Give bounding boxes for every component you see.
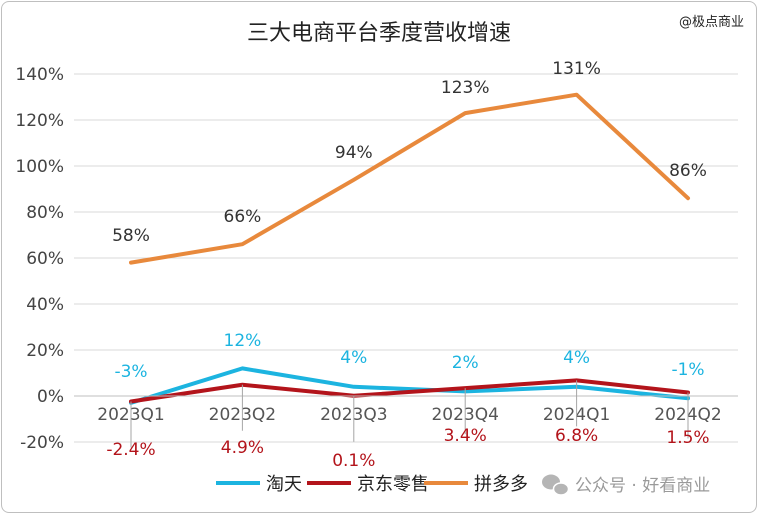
data-label: 86% [669,161,707,181]
data-label: 4.9% [221,438,264,458]
y-tick-label: 100% [15,157,64,177]
y-tick-label: 140% [15,65,64,85]
series-line-0 [129,366,690,405]
data-label: 131% [552,59,601,79]
data-label: -2.4% [106,440,155,460]
data-label: 123% [441,78,490,98]
data-label: 4% [563,348,590,368]
data-label: 4% [340,348,367,368]
data-label: 3.4% [444,426,487,446]
watermark-text: 公众号 · 好看商业 [575,476,710,496]
data-label: 66% [224,207,262,227]
data-label: -1% [671,360,704,380]
y-tick-label: 20% [26,341,64,361]
chart-title: 三大电商平台季度营收增速 [247,21,511,46]
y-tick-label: 60% [26,249,64,269]
y-tick-label: 0% [37,387,64,407]
legend-label-0: 淘天 [266,474,302,495]
x-axis: 2023Q1 2023Q2 2023Q3 2023Q4 2024Q1 2024Q2 [74,395,738,425]
data-label: 1.5% [666,428,709,448]
data-label: -3% [114,362,147,382]
data-label: 6.8% [555,426,598,446]
series-line-2 [129,92,690,265]
y-tick-label: 80% [26,203,64,223]
grid-lines [74,73,738,443]
legend-label-2: 拼多多 [474,474,528,495]
wechat-icon [542,474,570,496]
series-lines [129,92,690,405]
data-label: 94% [335,143,373,163]
watermark: 公众号 · 好看商业 [542,474,710,496]
source-tag: @极点商业 [679,15,744,30]
data-label: 12% [224,331,262,351]
data-label: 0.1% [332,451,375,471]
legend-label-1: 京东零售 [357,474,429,495]
y-tick-label: 40% [26,295,64,315]
y-tick-label: -20% [20,433,64,453]
series-line-1 [129,378,690,404]
data-labels: -3% 12% 4% 2% 4% -1% -2.4% 4.9% 0.1% 3.4% 6.8% 1.5%… [106,59,709,471]
y-axis: -20% 0% 20% 40% 60% 80% 100% 120% 140% [15,65,64,453]
y-tick-label: 120% [15,111,64,131]
legend: 淘天 京东零售 拼多多 [216,474,528,495]
data-label: 58% [112,226,150,246]
data-label: 2% [452,353,479,373]
